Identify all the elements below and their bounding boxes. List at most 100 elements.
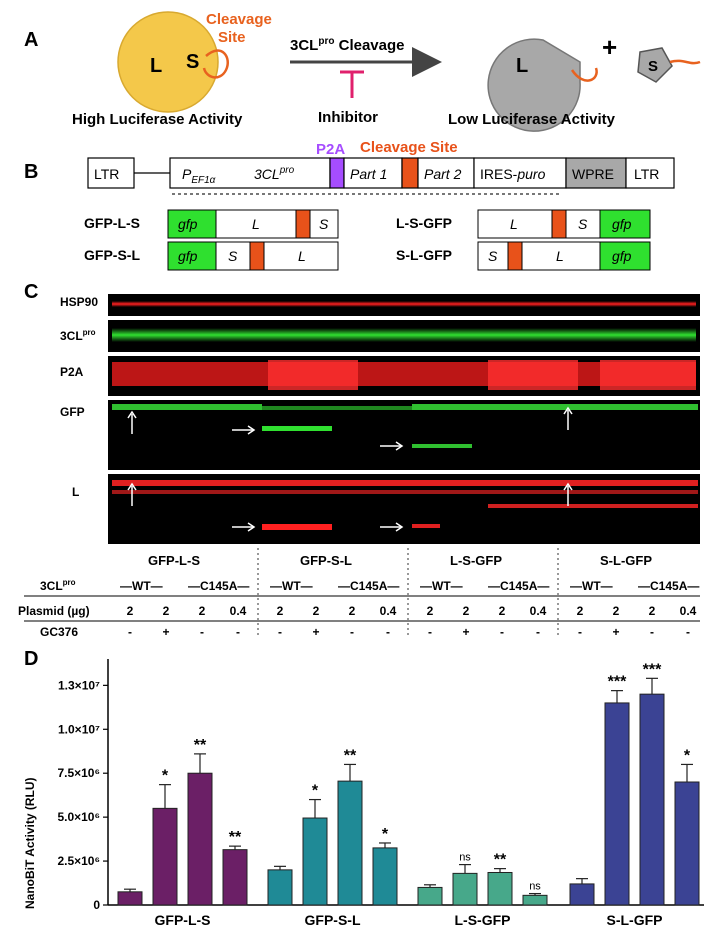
blot-hsp90 bbox=[108, 294, 700, 316]
blot-label-hsp90: HSP90 bbox=[60, 295, 98, 309]
plasmid-value: 0.4 bbox=[230, 604, 247, 618]
x-category-label: GFP-L-S bbox=[155, 912, 211, 928]
panel-a-label: A bbox=[24, 29, 38, 51]
bar bbox=[117, 891, 143, 906]
construct-name: S-L-GFP bbox=[396, 247, 452, 263]
svg-text:L: L bbox=[556, 248, 564, 264]
right-large-label: L bbox=[516, 55, 528, 77]
cleavage-site-label: Cleavage Site bbox=[360, 139, 458, 156]
cleavage-site-label-2: Site bbox=[218, 29, 246, 46]
y-tick-label: 2.5×10⁶ bbox=[57, 854, 100, 868]
panel-b: B P2A Cleavage Site LTR PEF1α 3CLpro Par… bbox=[24, 139, 675, 271]
gc376-value: - bbox=[536, 625, 540, 638]
row-label-plasmid: Plasmid (µg) bbox=[18, 604, 90, 618]
svg-text:L: L bbox=[298, 248, 306, 264]
cleaved-tail bbox=[570, 67, 598, 82]
c145a-label: —C145A— bbox=[338, 579, 399, 593]
wt-label: —WT— bbox=[120, 579, 163, 593]
small-bit-inactive bbox=[637, 47, 673, 83]
plasmid-value: 2 bbox=[199, 604, 206, 618]
plasmid-value: 2 bbox=[577, 604, 584, 618]
construct-s-l-gfp: S-L-GFP S L gfp bbox=[396, 241, 651, 271]
svg-text:gfp: gfp bbox=[612, 216, 632, 232]
cleavage-site-block bbox=[401, 157, 419, 189]
significance-label: * bbox=[312, 783, 319, 800]
plus-sign: + bbox=[602, 32, 617, 62]
wt-label: —WT— bbox=[570, 579, 613, 593]
y-tick-label: 0 bbox=[93, 898, 100, 912]
bar bbox=[337, 780, 363, 906]
svg-text:S: S bbox=[319, 216, 329, 232]
panel-d: D NanoBiT Activity (RLU) 0 2.5×10⁶ 5.0×10⁶… bbox=[23, 648, 704, 928]
bar bbox=[187, 772, 213, 906]
x-category-label: S-L-GFP bbox=[607, 912, 663, 928]
gc376-value: - bbox=[236, 625, 240, 638]
plasmid-value: 2 bbox=[349, 604, 356, 618]
gc376-value: + bbox=[312, 625, 319, 638]
significance-label: *** bbox=[608, 674, 627, 691]
ltr-left: LTR bbox=[94, 166, 119, 182]
plasmid-value: 0.4 bbox=[530, 604, 547, 618]
blot-gfp bbox=[108, 400, 700, 470]
bar bbox=[522, 894, 548, 906]
wpre-label: WPRE bbox=[572, 166, 614, 182]
group-label: S-L-GFP bbox=[600, 553, 652, 568]
significance-label: ns bbox=[459, 852, 471, 864]
significance-label: * bbox=[162, 768, 169, 785]
wpre-block bbox=[565, 157, 627, 189]
vector-map: LTR PEF1α 3CLpro Part 1 Part 2 IRES-puro… bbox=[87, 157, 675, 189]
construct-name: GFP-S-L bbox=[84, 247, 140, 263]
construct-name: L-S-GFP bbox=[396, 215, 452, 231]
svg-text:L: L bbox=[510, 216, 518, 232]
wt-label: —WT— bbox=[420, 579, 463, 593]
svg-text:gfp: gfp bbox=[178, 248, 198, 264]
y-tick-label: 5.0×10⁶ bbox=[57, 810, 100, 824]
bar bbox=[267, 869, 293, 906]
group-label: L-S-GFP bbox=[450, 553, 502, 568]
gc376-value: - bbox=[386, 625, 390, 638]
blot-label-3cl: 3CLpro bbox=[60, 328, 96, 343]
svg-text:L: L bbox=[252, 216, 260, 232]
cleavage-site-label-1: Cleavage bbox=[206, 11, 272, 28]
plasmid-value: 2 bbox=[649, 604, 656, 618]
plasmid-value: 0.4 bbox=[680, 604, 697, 618]
high-activity-label: High Luciferase Activity bbox=[72, 111, 243, 128]
large-bit-active bbox=[117, 11, 219, 113]
blot-label-gfp: GFP bbox=[60, 405, 85, 419]
c145a-label: —C145A— bbox=[638, 579, 699, 593]
bar bbox=[604, 702, 630, 906]
left-small-label: S bbox=[186, 51, 199, 73]
gc376-value: - bbox=[650, 625, 654, 638]
plasmid-value: 2 bbox=[499, 604, 506, 618]
panel-d-label: D bbox=[24, 648, 38, 670]
y-axis-label: NanoBiT Activity (RLU) bbox=[23, 777, 37, 909]
left-large-label: L bbox=[150, 55, 162, 77]
right-small-label: S bbox=[648, 58, 658, 75]
x-category-label: L-S-GFP bbox=[455, 912, 511, 928]
blot-p2a bbox=[108, 356, 700, 396]
inhibitor-label: Inhibitor bbox=[318, 109, 378, 126]
plasmid-value: 2 bbox=[277, 604, 284, 618]
p2a-label: P2A bbox=[316, 141, 345, 158]
c145a-label: —C145A— bbox=[188, 579, 249, 593]
construct-name: GFP-L-S bbox=[84, 215, 140, 231]
panel-b-label: B bbox=[24, 161, 38, 183]
bar-chart: 02.5×10⁶5.0×10⁶7.5×10⁶1.0×10⁷1.3×10⁷****… bbox=[57, 659, 704, 928]
y-tick-label: 7.5×10⁶ bbox=[57, 766, 100, 780]
bar bbox=[639, 693, 665, 906]
y-tick-label: 1.3×10⁷ bbox=[58, 678, 100, 692]
significance-label: * bbox=[382, 826, 389, 843]
condition-table: 3CLpro Plasmid (µg) GC376 —WT— —C145A— 2 - 2 +2 -… bbox=[18, 548, 700, 638]
svg-text:S: S bbox=[488, 248, 498, 264]
x-category-label: GFP-S-L bbox=[305, 912, 361, 928]
row-label-gc376: GC376 bbox=[40, 625, 78, 638]
bar bbox=[569, 883, 595, 906]
plasmid-value: 0.4 bbox=[380, 604, 397, 618]
gc376-value: - bbox=[428, 625, 432, 638]
gc376-value: - bbox=[128, 625, 132, 638]
part2-label: Part 2 bbox=[424, 166, 462, 182]
gc376-value: - bbox=[278, 625, 282, 638]
significance-label: ** bbox=[194, 737, 207, 754]
bar bbox=[152, 807, 178, 906]
plasmid-value: 2 bbox=[163, 604, 170, 618]
